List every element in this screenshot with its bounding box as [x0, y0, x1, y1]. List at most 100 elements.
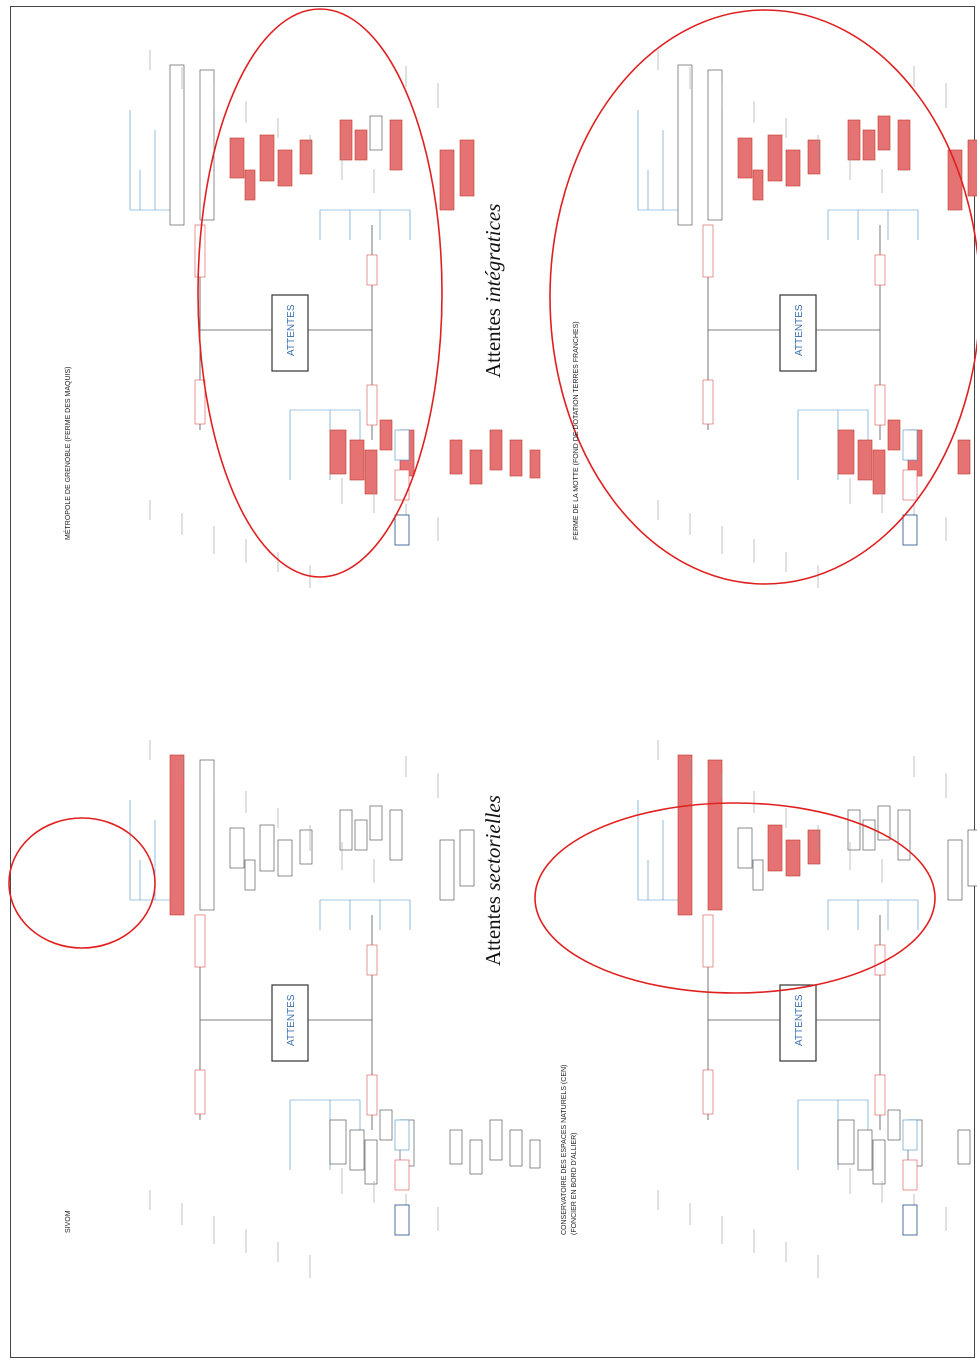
connector-blue	[827, 209, 919, 240]
leaf-node	[459, 139, 475, 197]
leaf-node	[277, 149, 293, 187]
leaf-node	[469, 1139, 483, 1175]
leaf-node	[862, 819, 876, 851]
branch-node-top-right	[874, 944, 886, 976]
leaf-node	[369, 805, 383, 841]
leaf-node	[837, 1119, 855, 1165]
center-node	[271, 294, 309, 372]
leaf-node	[354, 129, 368, 161]
leaf-node	[354, 819, 368, 851]
leaf-node	[857, 439, 873, 481]
center-node-label: ATTENTES	[794, 994, 805, 1046]
leaf-node	[199, 69, 215, 221]
leaf-node	[277, 839, 293, 877]
leaf-node	[459, 829, 475, 887]
leaf-node	[379, 1109, 393, 1141]
leaf-node	[967, 139, 977, 197]
leaf-node	[379, 419, 393, 451]
branch-node-top-left	[702, 224, 714, 278]
legend-box	[394, 1119, 410, 1151]
leaf-node	[169, 754, 185, 916]
leaf-node	[767, 824, 783, 872]
leaf-node	[529, 449, 541, 479]
legend-box	[902, 1159, 918, 1191]
leaf-node	[737, 827, 753, 869]
leaf-node	[509, 439, 523, 477]
leaf-node	[857, 1129, 873, 1171]
leaf-node	[299, 139, 313, 175]
branch-node-bottom-left	[702, 379, 714, 425]
center-node	[779, 984, 817, 1062]
leaf-node	[677, 64, 693, 226]
connector-blue	[129, 100, 181, 211]
leaf-node	[872, 449, 886, 495]
leaf-node	[707, 69, 723, 221]
panel-title-sivom: SIVOM	[65, 1210, 72, 1233]
leaf-node	[947, 839, 963, 901]
leaf-node	[947, 149, 963, 211]
legend-box	[394, 429, 410, 461]
leaf-node	[707, 759, 723, 911]
leaf-node	[752, 169, 764, 201]
leaf-node	[349, 439, 365, 481]
leaf-node	[329, 1119, 347, 1165]
leaf-node	[897, 809, 911, 861]
leaf-node	[957, 439, 971, 475]
leaf-node	[489, 429, 503, 471]
caption-integratives: Attentes intégratices	[481, 204, 505, 378]
leaf-node	[339, 119, 353, 161]
center-node-label: ATTENTES	[286, 304, 297, 356]
leaf-node	[785, 839, 801, 877]
leaf-node	[489, 1119, 503, 1161]
highlight-ellipse	[549, 9, 977, 585]
leaf-node	[529, 1139, 541, 1169]
center-node-label: ATTENTES	[286, 994, 297, 1046]
connector-blue	[129, 790, 181, 901]
leaf-node	[389, 119, 403, 171]
branch-node-bottom-right	[874, 1074, 886, 1116]
branch-node-top-left	[702, 914, 714, 968]
branch-node-bottom-left	[194, 1069, 206, 1115]
leaf-node	[807, 139, 821, 175]
leaf-node	[364, 449, 378, 495]
leaf-node	[244, 859, 256, 891]
leaf-node	[862, 129, 876, 161]
leaf-node	[364, 1139, 378, 1185]
leaf-node	[887, 1109, 901, 1141]
leaf-node	[967, 829, 977, 887]
highlight-ellipse	[8, 817, 156, 949]
panel-subtitle-cen: (FONCIER EN BORD D'ALLIER)	[571, 1133, 578, 1235]
leaf-node	[897, 119, 911, 171]
leaf-node	[957, 1129, 971, 1165]
mindmap-panel: ATTENTES	[637, 740, 977, 1278]
leaf-node	[299, 829, 313, 865]
legend-box-attentes	[394, 1204, 410, 1236]
leaf-node	[877, 115, 891, 151]
connector-blue	[319, 209, 411, 240]
connector-blue	[797, 409, 869, 480]
connector-blue	[637, 790, 689, 901]
connector-blue	[637, 100, 689, 211]
leaf-node	[369, 115, 383, 151]
leaf-node	[807, 829, 821, 865]
leaf-node	[349, 1129, 365, 1171]
caption-sectorielles: Attentes sectorielles	[481, 795, 505, 966]
mindmap-panel: ATTENTES	[129, 50, 541, 588]
center-node	[271, 984, 309, 1062]
branch-node-bottom-right	[366, 1074, 378, 1116]
leaf-node	[229, 827, 245, 869]
leaf-node	[389, 809, 403, 861]
highlight-ellipse	[197, 8, 443, 578]
legend-box	[902, 469, 918, 501]
branch-node-top-left	[194, 914, 206, 968]
legend-box	[394, 1159, 410, 1191]
leaf-node	[229, 137, 245, 179]
leaf-node	[339, 809, 353, 851]
leaf-node	[199, 759, 215, 911]
leaf-node	[439, 149, 455, 211]
leaf-node	[509, 1129, 523, 1167]
legend-box-attentes	[394, 514, 410, 546]
leaf-node	[887, 419, 901, 451]
leaf-node	[677, 754, 693, 916]
leaf-node	[439, 839, 455, 901]
